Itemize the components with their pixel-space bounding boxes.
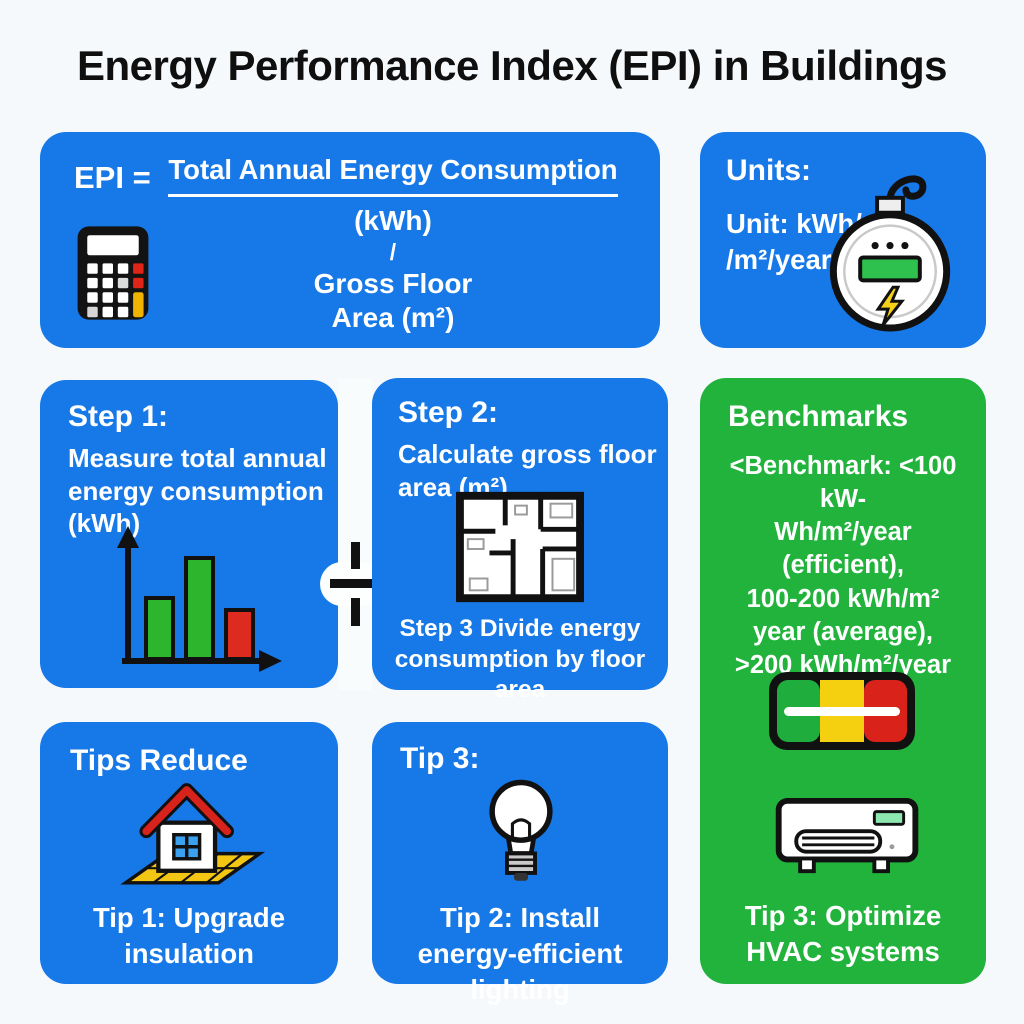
insulated-house-icon — [120, 783, 266, 885]
fraction-denominator-line1: Gross Floor — [313, 268, 473, 299]
step1-card: Step 1: Measure total annual energy cons… — [40, 380, 338, 688]
benchmarks-card: Benchmarks <Benchmark: <100 kW- Wh/m²/ye… — [700, 378, 986, 984]
hvac-unit-icon — [775, 797, 919, 874]
units-line2: /m²/year — [726, 243, 832, 275]
step1-body: Measure total annual energy consumption … — [68, 443, 327, 538]
fraction-slash: / — [389, 239, 397, 265]
lighting-heading: Tip 3: — [400, 742, 480, 775]
tips-card: Tips Reduce Tip 1: Upgrade insulation — [40, 722, 338, 984]
tips-heading: Tips Reduce — [70, 744, 248, 777]
benchmarks-tip: Tip 3: Optimize HVAC systems — [744, 900, 942, 967]
lightbulb-icon — [489, 779, 553, 881]
lighting-card: Tip 3: Tip 2: Install energy-efficient l… — [372, 722, 668, 1005]
traffic-light-icon — [769, 672, 915, 750]
step2-body: Calculate gross floor area (m²) — [398, 439, 657, 502]
units-line1: Unit: kWh/ — [726, 208, 862, 239]
units-value: Unit: kWh/ /m²/year — [726, 206, 862, 278]
units-card: Units: Unit: kWh/ /m²/year — [700, 132, 986, 348]
epi-fraction: Total Annual Energy Consumption (kWh) / … — [148, 154, 638, 334]
card-gap — [338, 378, 372, 690]
floor-plan-icon — [456, 491, 584, 603]
formula-card: EPI = Total Annual Energy Consumption (k… — [40, 132, 660, 348]
benchmarks-heading: Benchmarks — [728, 400, 909, 433]
epi-equals-label: EPI = — [74, 160, 151, 195]
tip1-text: Tip 1: Upgrade insulation — [92, 902, 286, 969]
units-heading: Units: — [726, 154, 811, 187]
page-title: Energy Performance Index (EPI) in Buildi… — [76, 42, 948, 89]
fraction-denominator-line2: Area (m²) — [331, 302, 455, 333]
fraction-numerator: Total Annual Energy Consumption — [168, 154, 618, 197]
step2-heading: Step 2: — [398, 396, 499, 429]
step3-note: Step 3 Divide energy consumption by floo… — [394, 615, 646, 704]
bar-chart-icon — [117, 526, 282, 672]
calculator-icon — [77, 226, 149, 320]
step2-card: Step 2: Calculate gross floor area (m²) … — [372, 378, 668, 703]
energy-meter-icon — [829, 175, 951, 332]
step1-heading: Step 1: — [68, 400, 169, 433]
fraction-kwh: (kWh) — [354, 205, 432, 236]
tip2-text: Tip 2: Install energy-efficient lighting — [417, 902, 623, 1005]
